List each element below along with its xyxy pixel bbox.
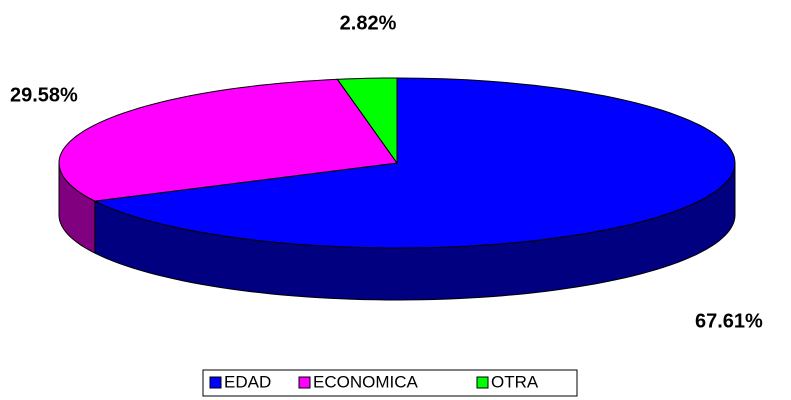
- pie-slice: [58, 78, 398, 202]
- legend-label: OTRA: [491, 372, 539, 391]
- legend-swatch: [476, 376, 489, 389]
- legend-label: EDAD: [224, 372, 271, 391]
- legend-box: [202, 369, 578, 397]
- data-label: 67.61%: [695, 310, 763, 332]
- legend-label: ECONOMICA: [313, 372, 419, 391]
- data-label: 2.82%: [340, 12, 397, 34]
- legend-swatch: [209, 376, 222, 389]
- pie-slice: [93, 77, 736, 249]
- pie-slice: [336, 77, 398, 165]
- data-label: 29.58%: [10, 84, 78, 106]
- legend-swatch: [298, 376, 311, 389]
